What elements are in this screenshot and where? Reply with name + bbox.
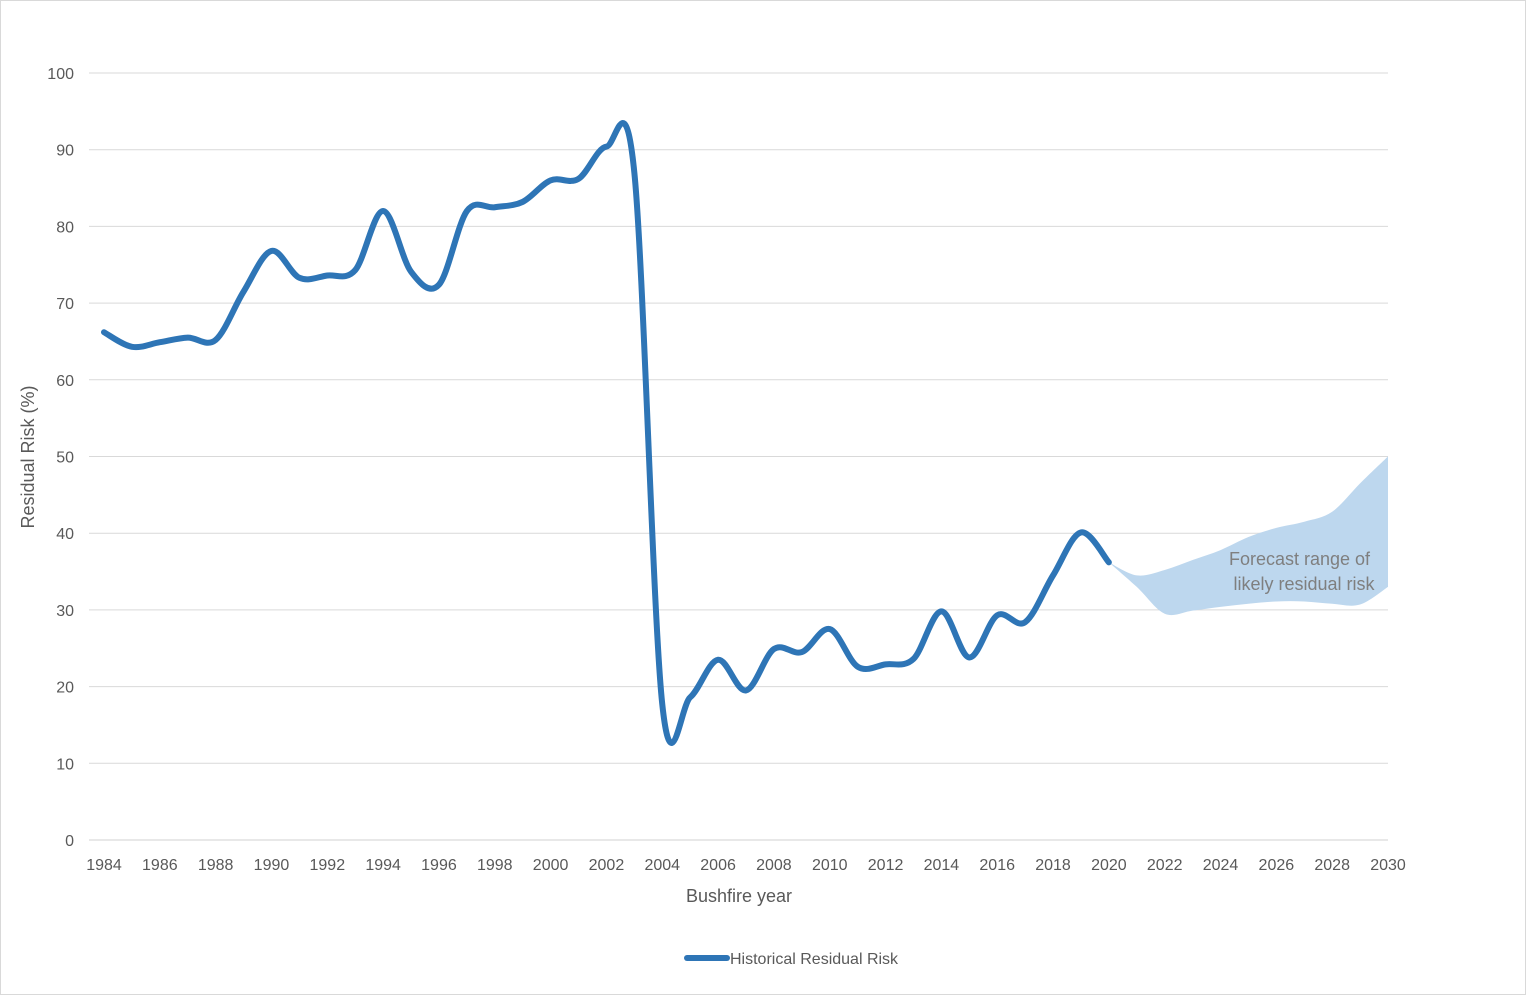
y-axis-title: Residual Risk (%) <box>18 385 38 528</box>
y-tick-label: 100 <box>47 66 74 83</box>
y-tick-label: 10 <box>56 756 74 773</box>
legend-label-historical: Historical Residual Risk <box>730 951 899 968</box>
x-tick-label: 2000 <box>533 857 569 874</box>
y-tick-label: 0 <box>65 833 74 850</box>
y-tick-label: 70 <box>56 296 74 313</box>
x-tick-label: 1994 <box>365 857 401 874</box>
x-tick-label: 2026 <box>1259 857 1295 874</box>
x-tick-label: 1984 <box>86 857 122 874</box>
x-tick-label: 2028 <box>1314 857 1350 874</box>
x-axis-title: Bushfire year <box>686 886 792 906</box>
x-tick-label: 1988 <box>198 857 234 874</box>
y-tick-label: 80 <box>56 219 74 236</box>
x-tick-label: 2004 <box>644 857 680 874</box>
series-line-historical-residual-risk <box>101 120 1112 746</box>
x-tick-label: 2014 <box>924 857 960 874</box>
x-tick-label: 2010 <box>812 857 848 874</box>
x-tick-label: 2024 <box>1203 857 1239 874</box>
y-tick-label: 20 <box>56 680 74 697</box>
gridlines <box>89 72 1388 841</box>
forecast-annotation-line-2: likely residual risk <box>1233 574 1375 594</box>
x-tick-label: 1996 <box>421 857 457 874</box>
forecast-band-annotation: Forecast range of likely residual risk <box>1229 549 1376 594</box>
x-axis-ticks: 1984 1986 1988 1990 1992 1994 1996 1998 2000 2002… <box>86 857 1406 874</box>
x-tick-label: 2020 <box>1091 857 1127 874</box>
x-tick-label: 2006 <box>700 857 736 874</box>
x-tick-label: 1992 <box>310 857 346 874</box>
x-tick-label: 2030 <box>1370 857 1406 874</box>
y-tick-label: 30 <box>56 603 74 620</box>
x-tick-label: 2016 <box>979 857 1015 874</box>
y-tick-label: 50 <box>56 450 74 467</box>
forecast-annotation-line-1: Forecast range of <box>1229 549 1371 569</box>
x-tick-label: 1986 <box>142 857 178 874</box>
y-axis-ticks: 0 10 20 30 40 50 60 70 80 90 100 <box>47 66 74 850</box>
x-tick-label: 2002 <box>589 857 625 874</box>
x-tick-label: 2012 <box>868 857 904 874</box>
x-tick-label: 1998 <box>477 857 513 874</box>
x-tick-label: 1990 <box>254 857 290 874</box>
series-layer <box>101 120 1112 746</box>
y-tick-label: 60 <box>56 373 74 390</box>
x-tick-label: 2008 <box>756 857 792 874</box>
legend: Historical Residual Risk <box>684 951 899 968</box>
x-tick-label: 2022 <box>1147 857 1183 874</box>
forecast-band-layer <box>1108 456 1388 616</box>
y-tick-label: 90 <box>56 143 74 160</box>
forecast-band <box>1108 456 1388 616</box>
y-tick-label: 40 <box>56 526 74 543</box>
x-tick-label: 2018 <box>1035 857 1071 874</box>
